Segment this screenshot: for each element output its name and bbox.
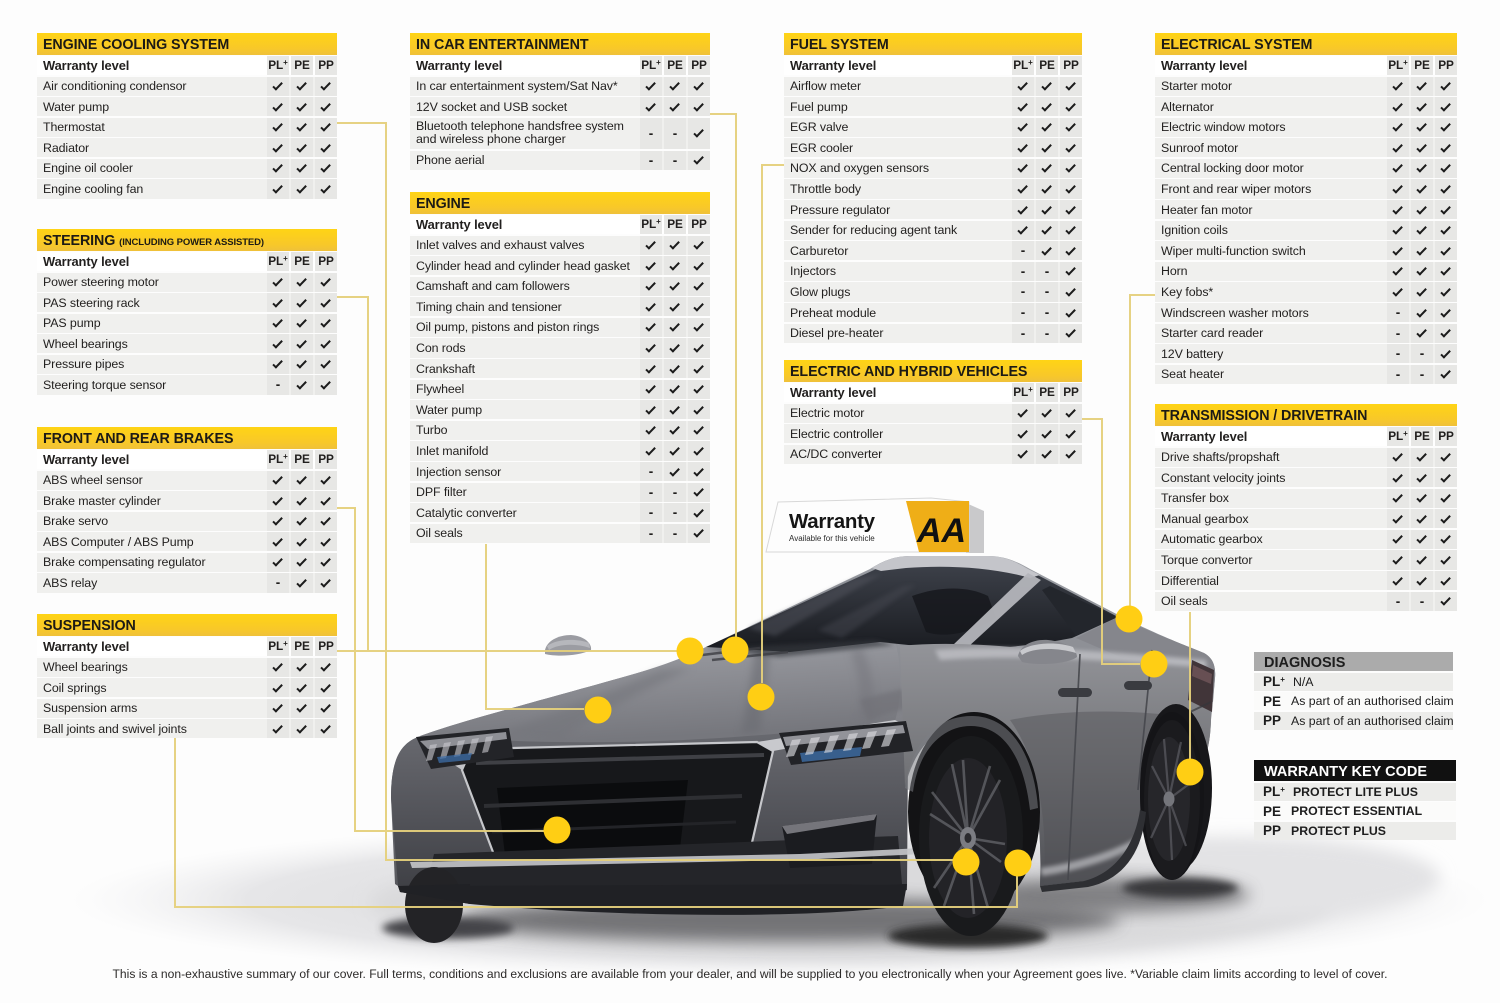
svg-text:Warranty: Warranty: [789, 510, 876, 533]
svg-text:AA: AA: [916, 512, 966, 550]
svg-text:Available for this vehicle: Available for this vehicle: [789, 534, 875, 543]
